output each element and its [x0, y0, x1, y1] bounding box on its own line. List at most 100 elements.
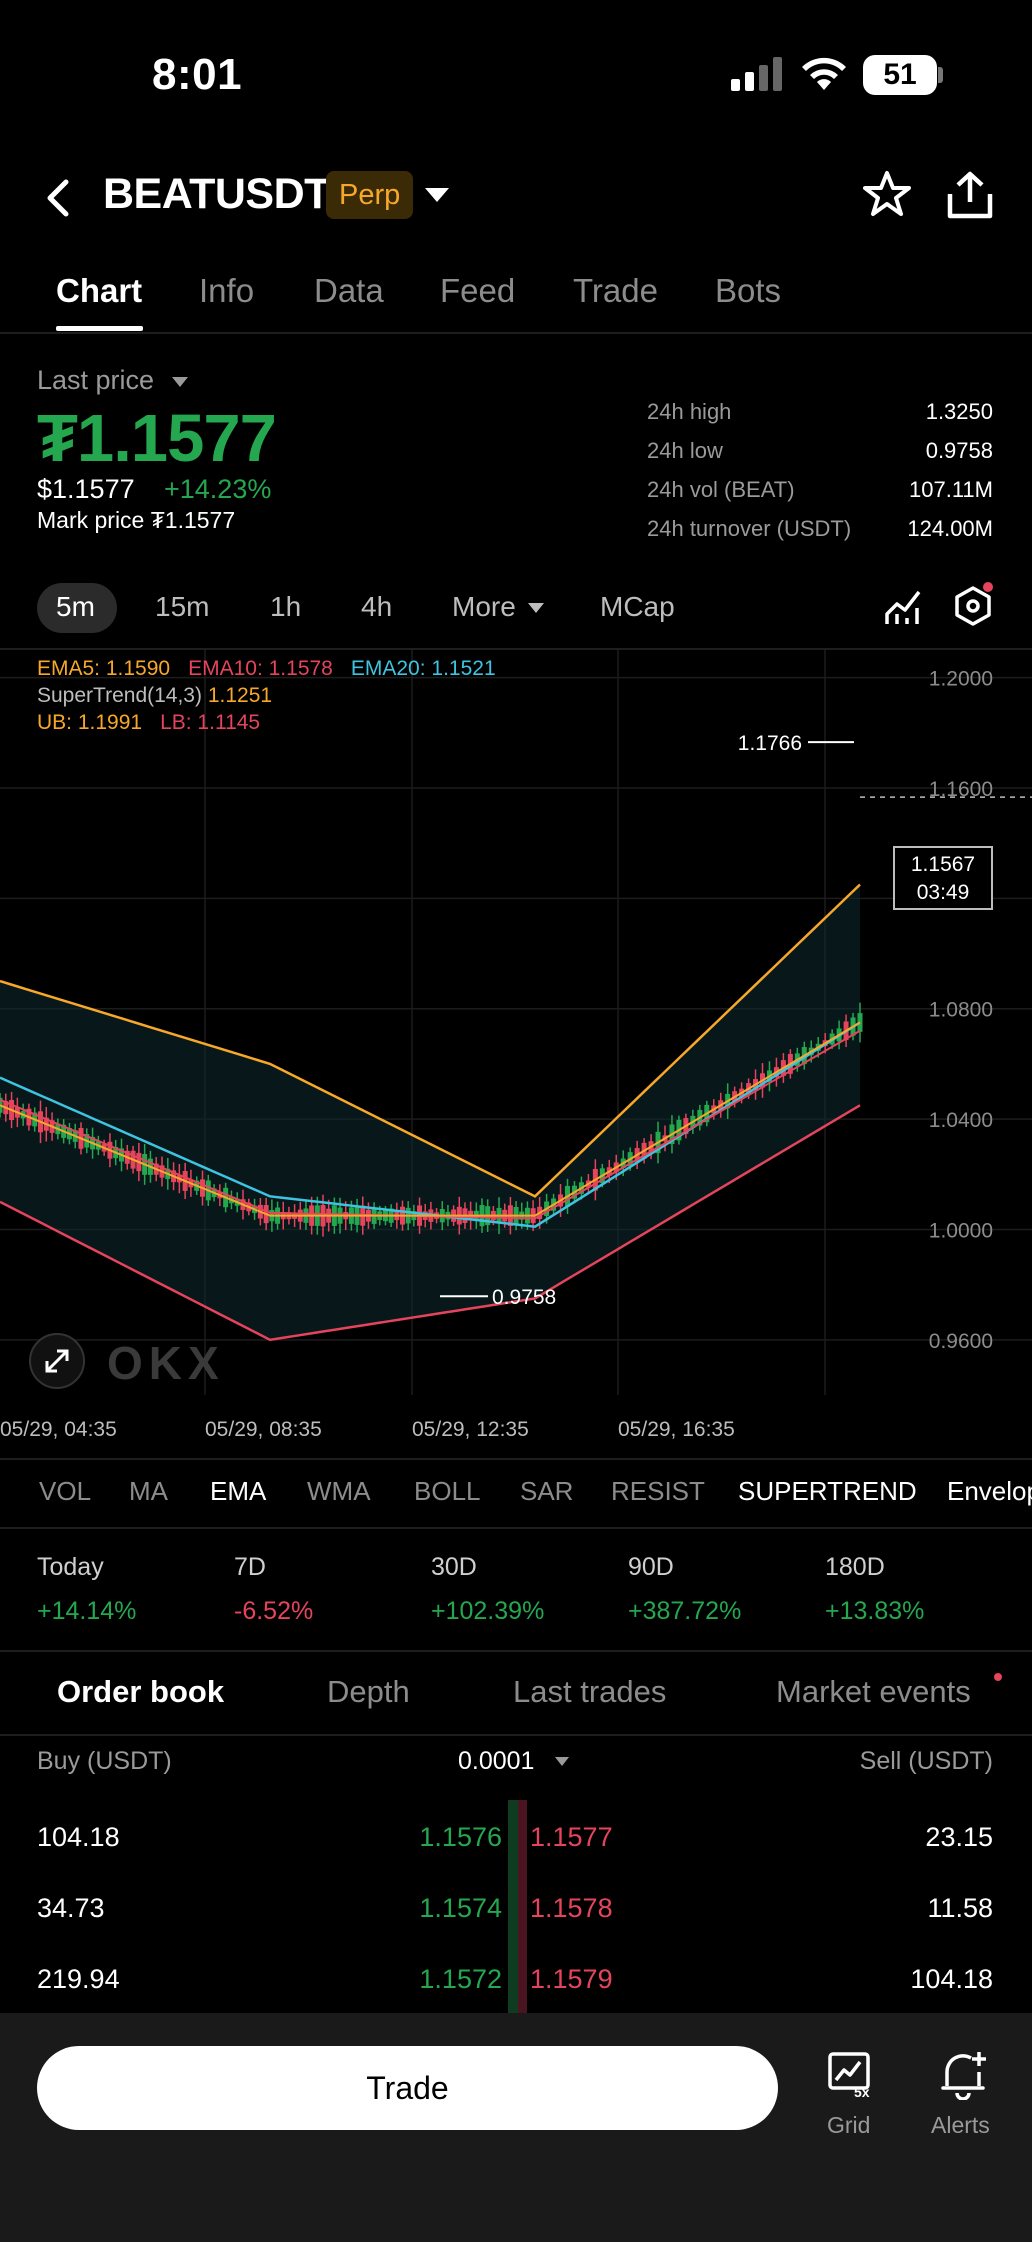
favorite-star-icon[interactable] [863, 170, 911, 218]
tab-last-trades[interactable]: Last trades [513, 1674, 667, 1709]
trade-button[interactable]: Trade [37, 2046, 778, 2130]
stat-value: 107.11M [909, 477, 993, 502]
stat-label: 24h low [647, 438, 723, 463]
alerts-bell-icon[interactable] [939, 2050, 987, 2100]
indicators-icon[interactable] [885, 588, 921, 626]
stat-label: 24h high [647, 399, 732, 424]
tab-order-book[interactable]: Order book [57, 1674, 225, 1709]
pair-title[interactable]: BEATUSDT [103, 170, 330, 218]
tab-data[interactable]: Data [314, 272, 384, 309]
precision-caret-icon[interactable] [555, 1757, 569, 1766]
back-icon[interactable] [44, 176, 72, 220]
candle-countdown: 03:49 [916, 881, 970, 904]
tab-bots[interactable]: Bots [715, 272, 782, 309]
ask-price[interactable]: 1.1577 [530, 1822, 613, 1852]
legend-supertrend-value: 1.1251 [207, 684, 273, 707]
buy-amount[interactable]: 104.18 [37, 1822, 120, 1852]
legend-ema5: EMA5: 1.1590 [37, 657, 171, 680]
legend-ub: UB: 1.1991 [37, 711, 143, 734]
indicator-supertrend[interactable]: SUPERTREND [738, 1476, 917, 1506]
expand-icon [45, 1349, 69, 1373]
tab-info[interactable]: Info [199, 272, 255, 309]
last-price-dropdown-icon[interactable] [172, 377, 188, 387]
bid-price[interactable]: 1.1576 [419, 1822, 502, 1852]
bid-price[interactable]: 1.1572 [419, 1964, 502, 1994]
wifi-icon [802, 57, 846, 90]
ask-price[interactable]: 1.1578 [530, 1893, 613, 1923]
legend-ema10: EMA10: 1.1578 [188, 657, 333, 680]
x-tick-label: 05/29, 12:35 [412, 1418, 529, 1441]
y-tick-label: 1.2000 [929, 668, 993, 691]
interval-15m[interactable]: 15m [155, 591, 210, 622]
buy-amount[interactable]: 219.94 [37, 1964, 120, 1994]
market-events-dot [994, 1673, 1002, 1681]
interval-more[interactable]: More [452, 591, 516, 622]
interval-active-pill [37, 583, 117, 633]
price-change: +14.23% [164, 474, 272, 504]
indicator-vol[interactable]: VOL [39, 1476, 92, 1506]
perf-label-today: Today [37, 1553, 104, 1581]
indicator-ema[interactable]: EMA [210, 1476, 267, 1506]
upper-band-line [0, 883, 861, 1198]
tab-active-indicator [56, 326, 143, 331]
mark-price: Mark price ₮1.1577 [37, 507, 236, 533]
usd-price: $1.1577 [37, 474, 135, 504]
ask-price[interactable]: 1.1579 [530, 1964, 613, 1994]
interval-4h[interactable]: 4h [361, 591, 393, 622]
legend-ema20: EMA20: 1.1521 [350, 657, 496, 680]
indicator-ma[interactable]: MA [129, 1476, 168, 1506]
y-tick-label: 1.0800 [929, 999, 993, 1022]
indicator-resist[interactable]: RESIST [611, 1476, 705, 1506]
sell-amount[interactable]: 11.58 [927, 1893, 993, 1923]
interval-1h[interactable]: 1h [270, 591, 302, 622]
stat-label: 24h vol (BEAT) [647, 477, 795, 502]
stat-value: 1.3250 [925, 399, 993, 424]
stat-value: 124.00M [907, 516, 993, 541]
perf-label-90d: 90D [628, 1553, 674, 1581]
sell-amount[interactable]: 23.15 [925, 1822, 993, 1852]
buy-header: Buy (USDT) [37, 1747, 172, 1775]
cellular-signal-icon [731, 57, 782, 91]
x-tick-label: 05/29, 04:35 [0, 1418, 117, 1441]
pair-dropdown-icon[interactable] [425, 188, 449, 202]
perf-value-180d: +13.83% [825, 1597, 925, 1625]
tab-chart[interactable]: Chart [56, 272, 143, 309]
precision-select[interactable]: 0.0001 [458, 1747, 535, 1775]
y-tick-label: 1.1600 [929, 778, 993, 801]
low-marker-label: 0.9758 [492, 1286, 556, 1309]
indicator-sar[interactable]: SAR [520, 1476, 574, 1506]
interval-mcap[interactable]: MCap [600, 591, 675, 622]
chart-legend: EMA5: 1.1590 EMA10: 1.1578 EMA20: 1.1521… [37, 657, 496, 735]
grid-label[interactable]: Grid [827, 2112, 871, 2138]
share-icon[interactable] [946, 170, 994, 220]
tab-trade[interactable]: Trade [573, 272, 658, 309]
alerts-label[interactable]: Alerts [931, 2112, 990, 2138]
high-marker-label: 1.1766 [738, 732, 802, 755]
price-chart[interactable]: 1.20001.16001.12001.08001.04001.00000.96… [0, 650, 1032, 1458]
current-price-value: 1.1567 [910, 853, 976, 876]
chart-svg[interactable]: 1.20001.16001.12001.08001.04001.00000.96… [0, 650, 1032, 1458]
last-price-label[interactable]: Last price [37, 365, 155, 395]
orderbook-tabs-divider [0, 1734, 1032, 1736]
tab-depth[interactable]: Depth [327, 1674, 410, 1709]
chart-settings-icon[interactable] [953, 585, 993, 627]
bid-depth-bar [508, 1800, 518, 2013]
perf-label-7d: 7D [234, 1553, 266, 1581]
interval-5m[interactable]: 5m [56, 591, 95, 622]
battery-icon: 51 [863, 55, 937, 95]
indicator-wma[interactable]: WMA [307, 1476, 371, 1506]
tab-market-events[interactable]: Market events [776, 1674, 971, 1709]
grid-bot-icon[interactable]: 5x [826, 2050, 874, 2098]
perf-label-180d: 180D [825, 1553, 885, 1581]
okx-watermark: OKX [107, 1337, 225, 1389]
bid-price[interactable]: 1.1574 [419, 1893, 502, 1923]
sell-amount[interactable]: 104.18 [910, 1964, 993, 1994]
tab-feed[interactable]: Feed [440, 272, 516, 309]
more-caret-icon[interactable] [528, 603, 544, 613]
indicator-boll[interactable]: BOLL [414, 1476, 481, 1506]
indicator-envelope[interactable]: Envelope [947, 1476, 1032, 1506]
fullscreen-button[interactable] [29, 1333, 85, 1389]
legend-supertrend: SuperTrend(14,3) [37, 684, 202, 707]
buy-amount[interactable]: 34.73 [37, 1893, 105, 1923]
legend-lb: LB: 1.1145 [160, 711, 261, 734]
